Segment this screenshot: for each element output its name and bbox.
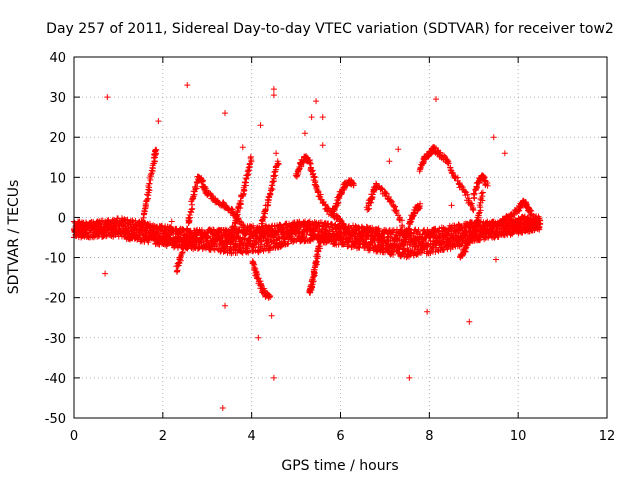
outlier-point bbox=[406, 374, 413, 381]
outlier-point bbox=[273, 150, 280, 157]
outlier-point bbox=[270, 86, 277, 93]
band-point bbox=[204, 233, 211, 240]
band-point bbox=[380, 233, 387, 240]
band-point bbox=[242, 230, 249, 237]
outlier-point bbox=[319, 114, 326, 121]
outlier-point bbox=[239, 144, 246, 151]
band-point bbox=[328, 220, 335, 227]
band-point bbox=[366, 245, 373, 252]
outlier-point bbox=[222, 110, 229, 117]
arc-point bbox=[478, 190, 485, 197]
band-point bbox=[239, 249, 246, 256]
band-point bbox=[285, 240, 292, 247]
y-tick-label: 10 bbox=[49, 171, 66, 186]
axis-ticks: 0 2 4 6 8 10 12 -50 -40 -30 -20 -10 0 10 20 30 40 bbox=[45, 51, 616, 444]
x-axis-label: GPS time / hours bbox=[281, 458, 398, 474]
outlier-point bbox=[268, 312, 275, 319]
x-tick-label: 12 bbox=[599, 429, 616, 444]
band-point bbox=[83, 230, 90, 237]
outlier-point bbox=[255, 334, 262, 341]
outlier-point bbox=[395, 146, 402, 153]
y-axis-label: SDTVAR / TECUs bbox=[6, 180, 22, 295]
band-point bbox=[235, 226, 242, 233]
outlier-point bbox=[448, 202, 455, 209]
x-tick-label: 8 bbox=[425, 429, 433, 444]
x-tick-label: 10 bbox=[510, 429, 527, 444]
arc-point bbox=[173, 268, 180, 275]
outlier-point bbox=[270, 92, 277, 99]
outlier-point bbox=[102, 270, 109, 277]
band-point bbox=[384, 237, 391, 244]
outlier-point bbox=[219, 404, 226, 411]
arc-point bbox=[247, 153, 254, 160]
outlier-point bbox=[386, 158, 393, 165]
arc-point bbox=[188, 209, 195, 216]
y-tick-label: -10 bbox=[45, 252, 66, 267]
band-point bbox=[274, 232, 281, 239]
band-point bbox=[415, 226, 422, 233]
band-point bbox=[284, 240, 291, 247]
outlier-point bbox=[155, 118, 162, 125]
band-point bbox=[389, 248, 396, 255]
outlier-point bbox=[319, 142, 326, 149]
grid bbox=[74, 57, 607, 418]
y-tick-label: -30 bbox=[45, 332, 66, 347]
y-tick-label: 20 bbox=[49, 131, 66, 146]
y-tick-label: 40 bbox=[49, 51, 66, 66]
y-tick-label: -20 bbox=[45, 292, 66, 307]
outlier-point bbox=[466, 318, 473, 325]
x-tick-label: 0 bbox=[70, 429, 78, 444]
x-tick-label: 6 bbox=[336, 429, 344, 444]
outlier-point bbox=[257, 122, 264, 129]
y-tick-label: 0 bbox=[58, 211, 66, 226]
outlier-point bbox=[222, 302, 229, 309]
arc-point bbox=[479, 189, 486, 196]
outlier-point bbox=[301, 130, 308, 137]
outlier-point bbox=[104, 94, 111, 101]
outlier-point bbox=[313, 98, 320, 105]
x-tick-label: 2 bbox=[159, 429, 167, 444]
outlier-point bbox=[501, 150, 508, 157]
data-points bbox=[71, 82, 544, 411]
y-tick-label: 30 bbox=[49, 91, 66, 106]
y-tick-label: -40 bbox=[45, 372, 66, 387]
arc-point bbox=[269, 179, 276, 186]
band-point bbox=[431, 226, 438, 233]
arc-point bbox=[186, 212, 193, 219]
outlier-point bbox=[168, 218, 175, 225]
outlier-point bbox=[308, 114, 315, 121]
y-tick-label: -50 bbox=[45, 412, 66, 427]
chart-title: Day 257 of 2011, Sidereal Day-to-day VTE… bbox=[46, 21, 614, 37]
outlier-point bbox=[184, 82, 191, 89]
outlier-point bbox=[270, 374, 277, 381]
outlier-point bbox=[490, 134, 497, 141]
arc-point bbox=[471, 190, 478, 197]
x-tick-label: 4 bbox=[248, 429, 256, 444]
band-point bbox=[250, 222, 257, 229]
